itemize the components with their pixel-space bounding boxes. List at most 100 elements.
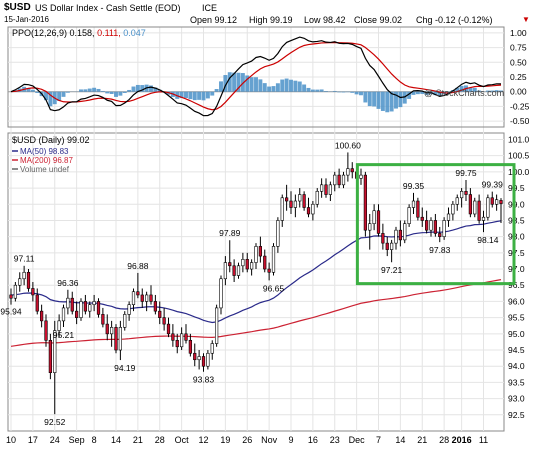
ppo-histogram-bar [275,83,280,92]
candle-body [145,294,149,302]
date-label: 15-Jan-2016 [4,15,49,24]
candle-body [429,220,433,231]
candle-body [298,194,302,202]
price-y-tick-label: 98.5 [508,215,525,225]
candle-body [363,174,367,231]
x-tick-label: 12 [198,435,208,445]
candle-body [495,199,499,205]
price-y-tick-label: 99.5 [508,183,525,193]
ppo-y-tick-label: -0.50 [510,116,530,126]
candle-body [215,307,219,344]
x-tick-label: 14 [395,435,405,445]
ppo-histogram-bar [201,91,206,101]
ppo-histogram-bar [249,77,254,92]
candle-body [31,288,35,296]
candle-body [394,229,398,244]
ppo-histogram-bar [197,91,202,100]
ppo-histogram-bar [227,72,232,92]
ppo-histogram-bar [223,75,228,92]
ppo-histogram-bar [92,87,97,92]
ppo-histogram-bar [367,91,372,107]
ppo-histogram-bar [490,90,495,92]
x-tick-label: 11 [479,435,488,445]
candle-body [131,291,136,305]
ppo-histogram-bar [87,88,92,92]
ppo-histogram-bar [100,90,105,92]
close-value: Close 99.02 [354,15,403,25]
price-annotation: 100.60 [335,140,361,150]
x-tick-label: 28 [439,435,449,445]
price-annotation: 94.19 [114,363,136,373]
ppo-histogram-bar [284,78,289,92]
candle-body [398,229,402,241]
ppo-histogram-bar [297,81,302,92]
instrument-name: US Dollar Index - Cash Settle (EOD) [35,3,181,13]
candle-body [350,168,354,173]
price-panel-frame [7,132,505,432]
candle-body [44,320,48,341]
high-value: High 99.19 [249,15,293,25]
candle-body [114,327,118,351]
price-y-tick-label: 95.0 [508,329,525,339]
ppo-histogram-bar [122,91,127,93]
candle-body [376,210,381,234]
ppo-histogram-bar [44,91,48,101]
change-value: Chg -0.12 (-0.12%) [416,15,493,25]
price-annotation: 96.65 [263,283,285,293]
candle-body [438,233,442,237]
ppo-histogram-bar [210,91,215,96]
candle-body [341,174,346,186]
low-value: Low 98.42 [304,15,346,25]
candle-body [184,333,188,341]
ppo-histogram-bar [302,84,307,92]
candle-body [425,220,429,231]
candle-body [96,301,101,315]
candle-body [66,297,70,309]
price-annotation: 97.83 [429,245,451,255]
ppo-histogram-bar [192,91,197,101]
candle-body [381,233,385,244]
ppo-histogram-bar [319,89,324,92]
down-triangle-icon: ▼ [522,15,530,24]
price-y-tick-label: 94.0 [508,361,525,371]
ppo-histogram-bar [394,91,398,109]
open-value: Open 99.12 [190,15,238,25]
ppo-histogram-bar [267,86,272,92]
candle-body [22,271,26,280]
price-annotation: 99.35 [403,181,425,191]
ppo-histogram-bar [105,91,110,94]
price-annotation: 97.11 [14,253,35,263]
x-tick-label: 28 [155,435,165,445]
candle-body [254,246,258,263]
ppo-histogram-bar [337,91,342,93]
ppo-histogram-bar [411,91,416,95]
candle-body [236,265,241,276]
candle-body [486,197,490,218]
ppo-histogram-bar [240,73,245,92]
x-tick-label: 24 [50,435,60,445]
candle-body [372,210,376,224]
x-tick-label: 19 [220,435,230,445]
candle-body [267,268,271,273]
ppo-y-tick-label: -0.25 [510,101,530,111]
candle-body [407,207,411,224]
ppo-histogram-bar [468,87,473,92]
candle-body [175,340,179,348]
price-annotation: 95.21 [53,330,75,340]
x-tick-label: Oct [175,435,190,445]
candle-body [346,168,350,176]
ppo-histogram-bar [398,91,403,108]
x-tick-label: Nov [261,435,278,445]
candle-body [197,356,201,361]
price-y-tick-label: 92.5 [508,410,525,420]
candle-body [61,307,66,322]
candle-body [285,197,289,202]
ppo-histogram-bar [83,89,88,92]
ppo-histogram-bar [26,88,31,92]
candle-body [245,259,249,270]
ppo-histogram-bar [455,87,460,92]
candle-body [385,242,389,250]
candle-body [451,203,455,215]
x-tick-label: 16 [308,435,318,445]
